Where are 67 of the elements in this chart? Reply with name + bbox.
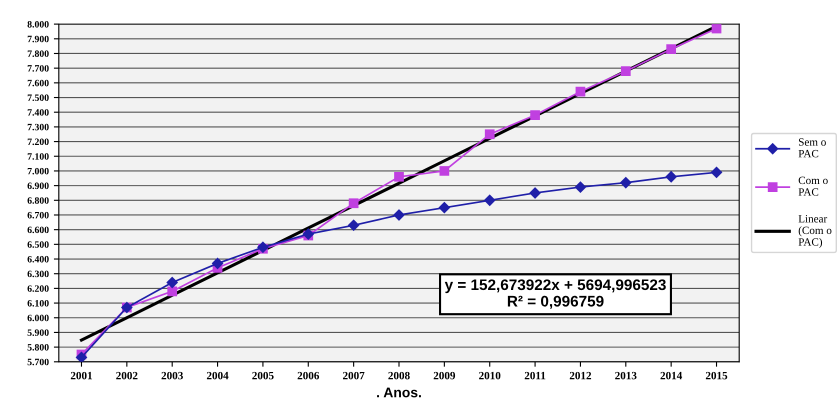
y-tick-label: 7.200 xyxy=(28,138,49,146)
x-tick-label: 2012 xyxy=(570,372,592,380)
point xyxy=(348,220,360,231)
point xyxy=(620,177,632,188)
point xyxy=(484,129,495,140)
legend-label: Com o PAC xyxy=(798,176,828,196)
x-tick-label: 2009 xyxy=(434,372,456,380)
point xyxy=(302,228,314,240)
y-tick-label: 5.800 xyxy=(28,344,49,351)
x-tick-label: 2015 xyxy=(706,372,728,380)
y-tick-label: 6.600 xyxy=(28,226,49,234)
x-tick-label: 2007 xyxy=(342,372,364,380)
point xyxy=(529,187,541,199)
y-tick-label: 6.000 xyxy=(28,314,49,322)
y-tick-label: 6.500 xyxy=(28,241,49,248)
point xyxy=(394,172,404,182)
y-tick-label: 7.500 xyxy=(28,94,49,102)
point xyxy=(666,44,676,54)
point xyxy=(166,276,178,288)
y-tick-label: 8.000 xyxy=(28,21,49,28)
point xyxy=(576,86,586,97)
point xyxy=(212,258,224,270)
point xyxy=(393,209,405,221)
point xyxy=(666,171,677,182)
y-tick-label: 6.700 xyxy=(28,212,49,218)
legend-label: Sem o PAC xyxy=(798,138,826,158)
x-tick-label: 2006 xyxy=(298,372,320,380)
x-tick-label: 2003 xyxy=(162,372,183,380)
x-tick-label: 2002 xyxy=(116,372,138,380)
y-tick-label: 5.700 xyxy=(28,358,49,366)
y-tick-label: 6.300 xyxy=(28,270,49,278)
x-tick-label: 2004 xyxy=(206,372,228,380)
y-tick-label: 7.700 xyxy=(28,65,49,72)
y-tick-label: 7.600 xyxy=(28,80,49,86)
y-tick-label: 6.100 xyxy=(28,300,49,307)
annotation: y = 152,673922x + 5694,996523 R² = 0,996759 xyxy=(444,279,666,309)
y-tick-label: 7.400 xyxy=(28,109,49,116)
x-tick-label: 2011 xyxy=(524,372,546,380)
x-tick-label: 2013 xyxy=(615,372,637,380)
y-tick-label: 7.000 xyxy=(28,168,49,174)
y-tick-label: 6.900 xyxy=(28,182,49,190)
point xyxy=(530,110,540,120)
x-axis-title: . Anos. xyxy=(377,388,421,398)
point xyxy=(76,352,88,362)
y-tick-label: 6.800 xyxy=(28,197,49,204)
point xyxy=(438,202,450,214)
y-tick-label: 7.300 xyxy=(28,124,49,130)
y-tick-label: 5.900 xyxy=(28,329,49,336)
x-tick-label: 2014 xyxy=(660,372,682,380)
legend-label: Linear (Com o PAC) xyxy=(798,215,832,248)
y-tick-label: 7.100 xyxy=(28,153,49,160)
x-tick-label: 2008 xyxy=(388,372,410,380)
y-tick-label: 6.200 xyxy=(28,285,49,292)
x-tick-label: 2005 xyxy=(252,372,274,380)
x-tick-label: 2010 xyxy=(479,372,500,380)
point xyxy=(574,181,586,193)
point xyxy=(710,166,722,178)
y-tick-label: 7.800 xyxy=(28,50,49,57)
x-tick-label: 2001 xyxy=(70,372,92,380)
y-tick-label: 6.400 xyxy=(28,256,49,263)
point xyxy=(440,166,450,176)
point xyxy=(712,24,722,34)
point xyxy=(620,66,631,76)
point xyxy=(167,286,178,296)
point xyxy=(348,198,358,208)
point xyxy=(484,194,496,206)
y-tick-label: 7.900 xyxy=(28,36,49,42)
